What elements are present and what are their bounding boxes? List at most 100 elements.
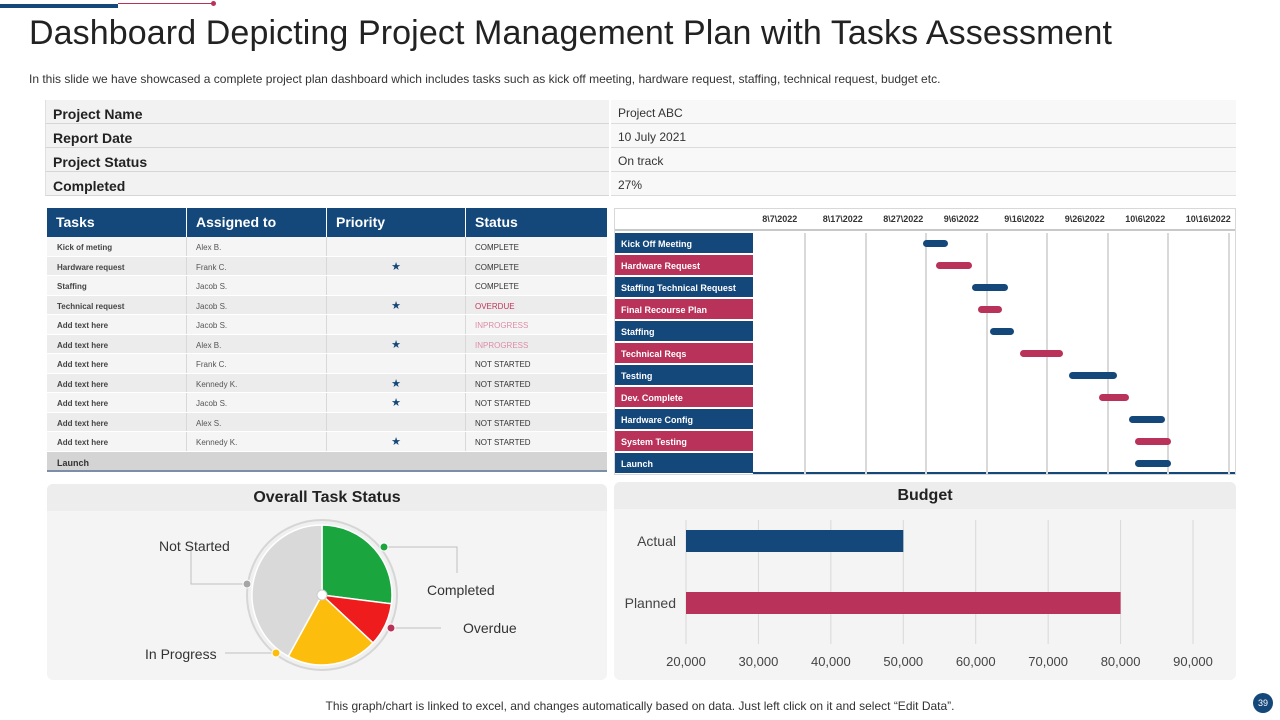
pie-callout-marker — [271, 648, 281, 658]
task-name: Technical request — [47, 295, 187, 314]
gantt-task-label: Launch — [615, 453, 753, 473]
gantt-date-label: 10\6\2022 — [1125, 214, 1166, 224]
budget-tick-label: 70,000 — [1028, 654, 1068, 669]
pie-callout-marker — [242, 579, 252, 589]
task-status: NOT STARTED — [475, 360, 531, 369]
budget-title: Budget — [614, 482, 1236, 509]
task-assignee: Jacob S. — [187, 393, 327, 412]
table-row: Add text here Jacob S. ★ NOT STARTED — [47, 393, 607, 413]
pie-label-overdue: Overdue — [463, 620, 517, 636]
task-assignee: Alex B. — [187, 237, 327, 256]
gantt-date-label: 8\17\2022 — [822, 214, 863, 224]
task-assignee: Kennedy K. — [187, 373, 327, 392]
gantt-task-bar — [989, 328, 1015, 335]
gantt-gridline — [804, 233, 807, 474]
pie-center-dot — [316, 589, 328, 601]
task-status: OVERDUE — [475, 301, 515, 311]
gantt-gridline — [925, 233, 928, 474]
gantt-task-label: Staffing Technical Request — [615, 277, 753, 297]
task-priority: ★ — [327, 373, 466, 392]
gantt-task-label: System Testing — [615, 431, 753, 451]
task-assignee: Alex S. — [187, 412, 327, 431]
pie-callout-marker — [379, 542, 389, 552]
pie-slice — [287, 593, 375, 666]
table-row: Kick of meting Alex B. COMPLETE — [47, 237, 607, 257]
accent-bar — [0, 4, 118, 8]
task-priority — [327, 354, 466, 373]
gantt-chart: 8\7\2022 8\17\2022 8\27\2022 9\6\2022 9\16\2… — [614, 208, 1236, 475]
task-name: Staffing — [47, 276, 187, 295]
task-assignee: Jacob S. — [187, 315, 327, 334]
project-info-table: Project Name Project ABC Report Date 10 … — [45, 100, 1236, 196]
gantt-gridline — [1227, 233, 1230, 474]
gantt-task-bar — [923, 240, 948, 247]
task-priority — [327, 276, 466, 295]
table-row: Hardware request Frank C. ★ COMPLETE — [47, 256, 607, 276]
accent-line — [118, 3, 214, 4]
info-value: Project ABC — [611, 100, 1236, 124]
info-label: Project Status — [45, 148, 609, 172]
info-label: Completed — [45, 172, 609, 196]
gantt-date-label: 10\16\2022 — [1185, 214, 1231, 224]
task-assignee: Alex B. — [187, 334, 327, 353]
gantt-task-label: Kick Off Meeting — [615, 233, 753, 253]
gantt-task-label: Final Recourse Plan — [615, 299, 753, 319]
gantt-task-bar — [977, 306, 1003, 313]
task-assignee: Frank C. — [187, 256, 327, 275]
gantt-task-bar — [1020, 350, 1063, 357]
info-value: 10 July 2021 — [611, 124, 1236, 148]
gantt-task-bar — [971, 284, 1009, 291]
budget-bar-chart: 20,000 30,000 40,000 50,000 60,000 70,000 80,0… — [625, 520, 1213, 669]
gantt-task-label: Staffing — [615, 321, 753, 341]
task-status-panel: Overall Task Status Completed Overdue In P… — [47, 484, 607, 680]
task-status-title: Overall Task Status — [47, 484, 607, 511]
gantt-task-bar — [1135, 460, 1172, 467]
gantt-gridline — [985, 233, 988, 474]
task-assignee: Jacob S. — [187, 276, 327, 295]
table-row: Add text here Jacob S. INPROGRESS — [47, 315, 607, 335]
budget-tick-label: 60,000 — [956, 654, 996, 669]
column-header-tasks: Tasks — [47, 208, 187, 237]
task-status: NOT STARTED — [475, 438, 531, 447]
task-status: COMPLETE — [475, 243, 520, 252]
table-row: Technical request Jacob S. ★ OVERDUE — [47, 295, 607, 315]
gantt-date-label: 9\26\2022 — [1064, 214, 1105, 224]
pie-callout-line — [190, 547, 247, 585]
gantt-task-bar — [1068, 372, 1117, 379]
column-header-status: Status — [475, 214, 518, 230]
task-name: Add text here — [47, 354, 187, 373]
gantt-task-label: Dev. Complete — [615, 387, 753, 407]
task-assignee: Frank C. — [187, 354, 327, 373]
task-name: Add text here — [47, 334, 187, 353]
task-priority: ★ — [327, 432, 466, 451]
column-header-assigned: Assigned to — [187, 208, 327, 237]
pie-callout-marker — [386, 623, 396, 633]
budget-tick-label: 40,000 — [811, 654, 851, 669]
table-row: Add text here Kennedy K. ★ NOT STARTED — [47, 432, 607, 452]
accent-dot — [211, 1, 216, 6]
gantt-date-label: 9\6\2022 — [943, 214, 979, 224]
budget-bar-planned — [686, 592, 1121, 614]
info-label: Report Date — [45, 124, 609, 148]
budget-tick-label: 80,000 — [1101, 654, 1141, 669]
gantt-gridline — [864, 233, 867, 474]
task-priority — [327, 315, 466, 334]
budget-category-label: Planned — [625, 595, 676, 611]
task-name: Add text here — [47, 432, 187, 451]
info-row-project-status: Project Status On track — [45, 148, 1236, 172]
gantt-baseline — [753, 472, 1235, 474]
task-status: INPROGRESS — [475, 321, 529, 330]
task-status-pie-chart: Completed Overdue In Progress Not Started — [145, 519, 517, 671]
footer-note: This graph/chart is linked to excel, and… — [325, 699, 955, 713]
task-name: Add text here — [47, 315, 187, 334]
budget-bar-actual — [686, 530, 904, 552]
task-name: Hardware request — [47, 256, 187, 275]
star-icon: ★ — [391, 377, 401, 390]
task-name: Add text here — [47, 373, 187, 392]
task-priority — [327, 412, 466, 431]
task-status: INPROGRESS — [475, 340, 529, 350]
task-assignee: Jacob S. — [187, 295, 327, 314]
budget-tick-label: 90,000 — [1173, 654, 1213, 669]
pie-callout-line — [384, 546, 458, 573]
table-row: Add text here Alex B. ★ INPROGRESS — [47, 334, 607, 354]
